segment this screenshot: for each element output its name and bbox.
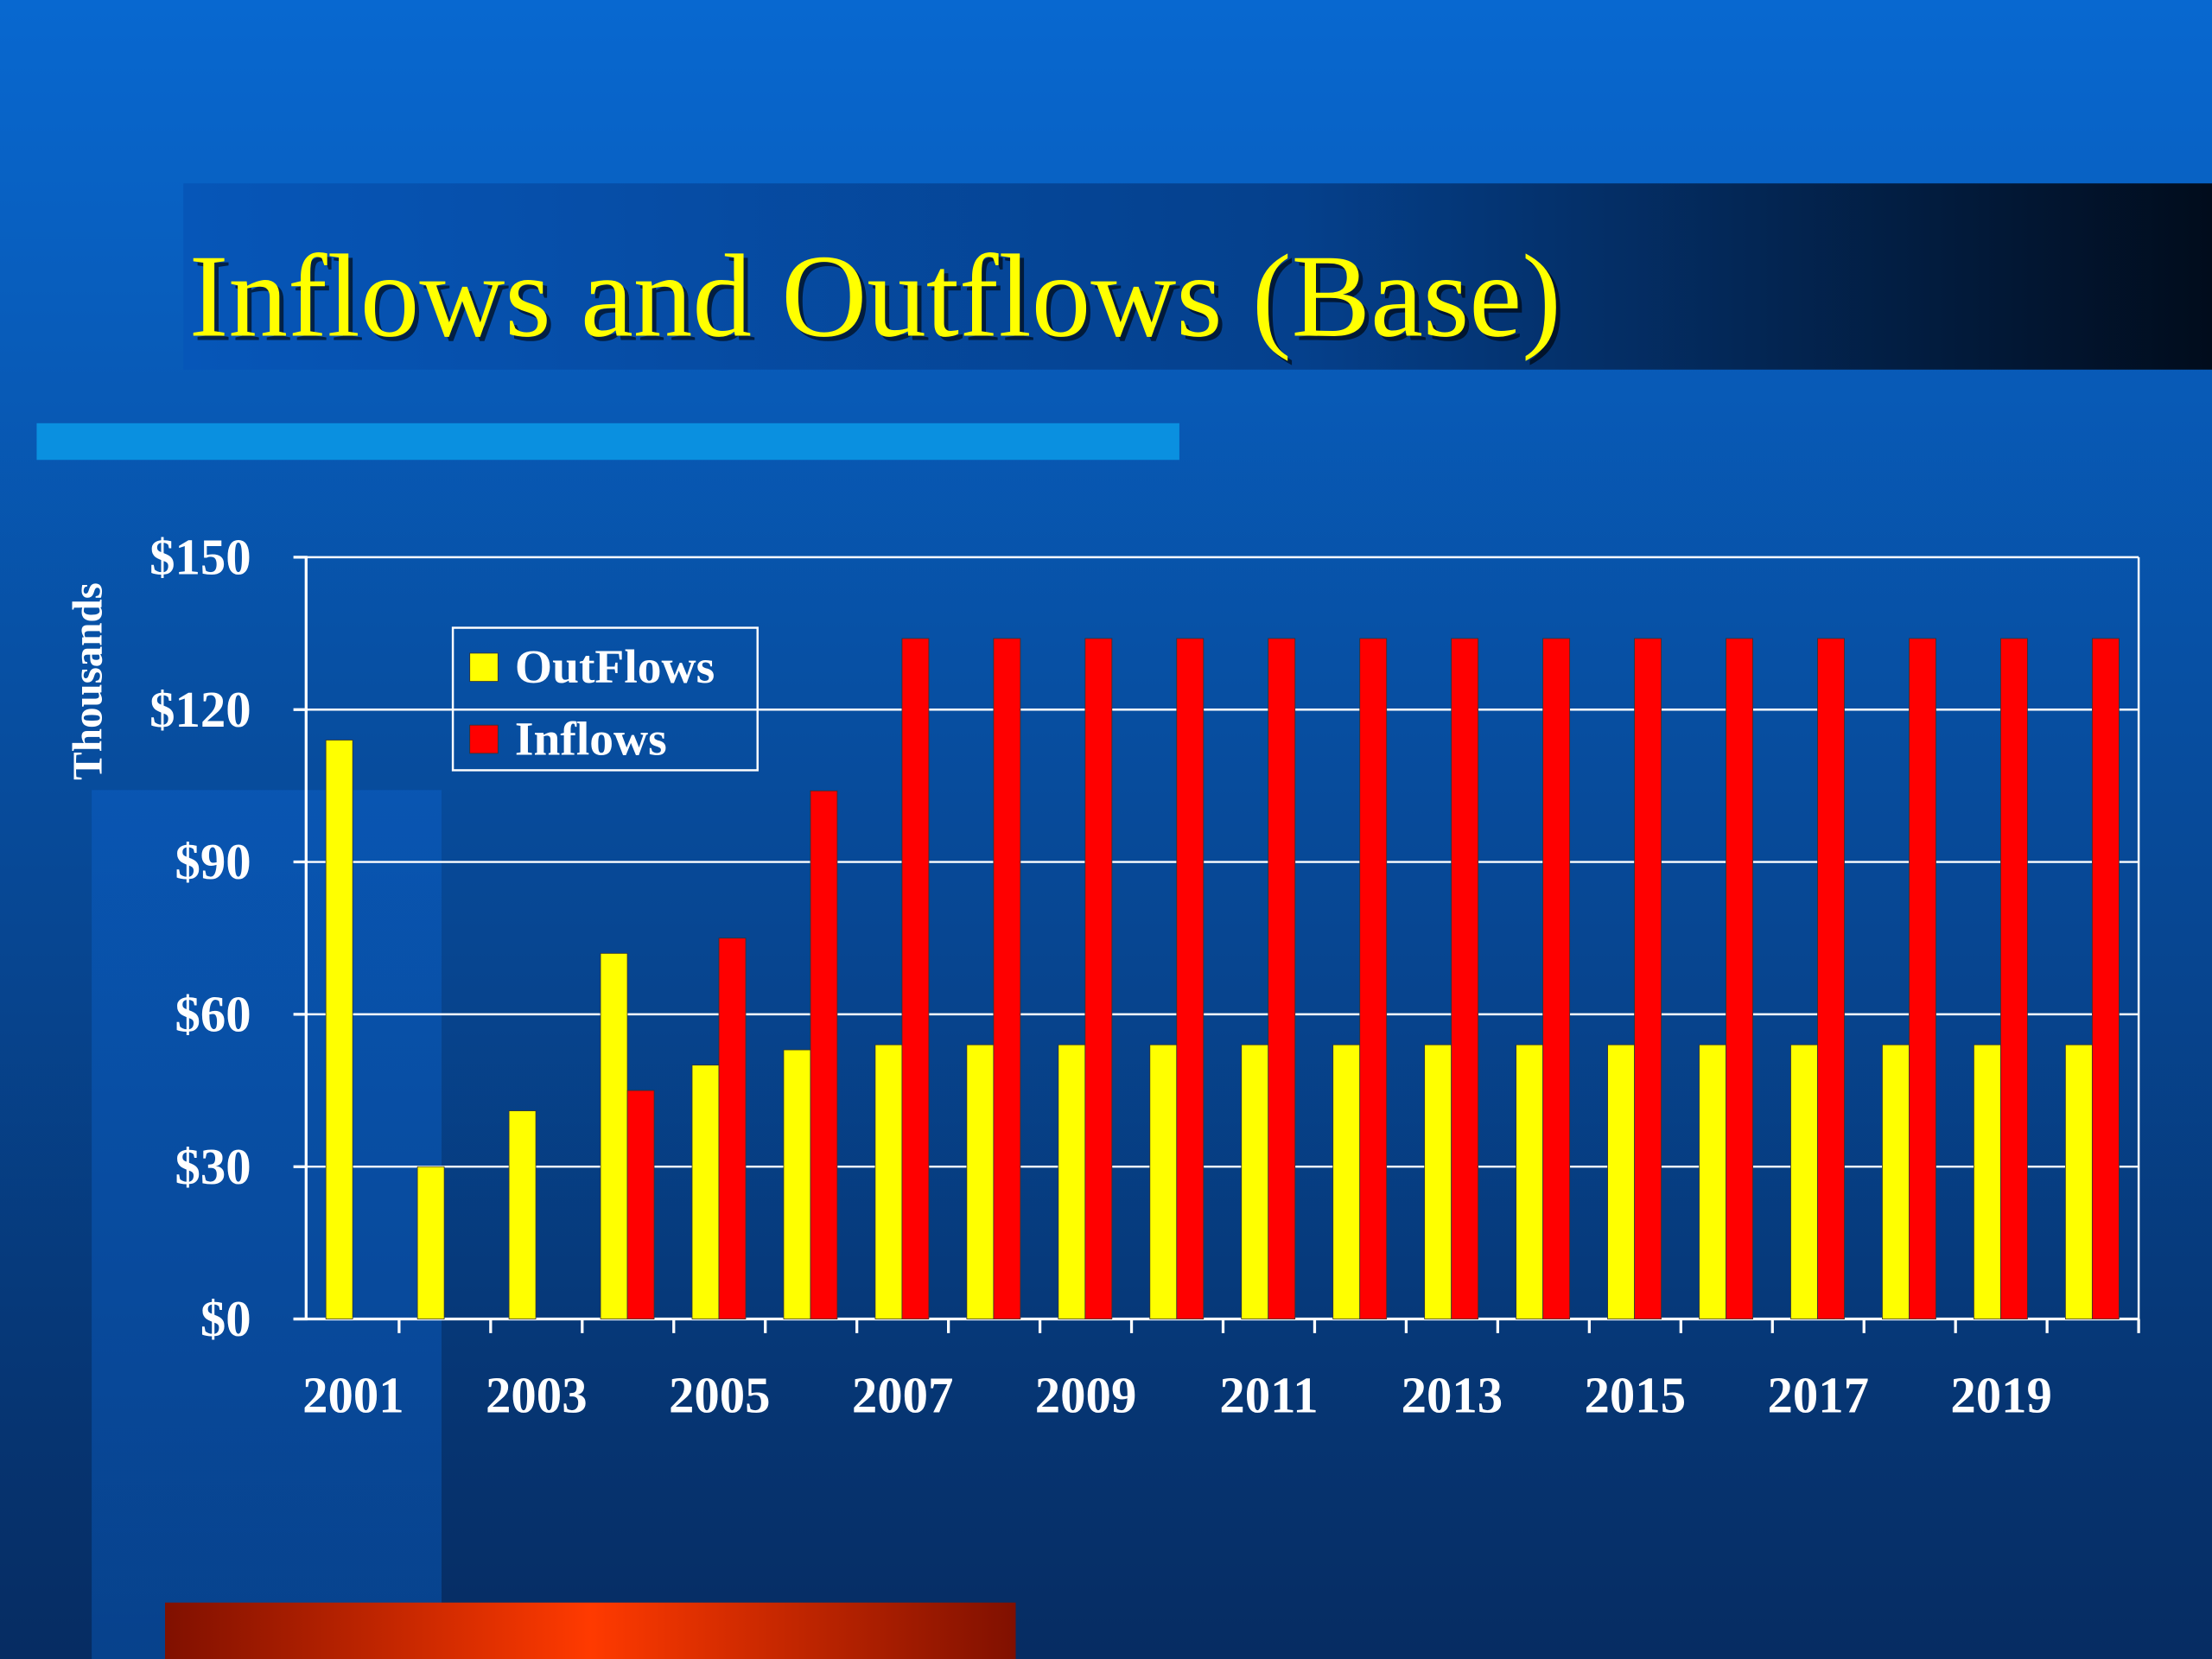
bar: [1516, 1044, 1544, 1319]
x-tick-label: 2013: [1402, 1367, 1503, 1423]
bar: [718, 938, 747, 1319]
y-tick-label: $90: [175, 834, 251, 890]
bar: [508, 1110, 537, 1319]
chart-title: Inflows and Outflows (Base): [189, 231, 1561, 362]
bar: [1973, 1044, 2001, 1319]
bar: [1058, 1044, 1086, 1319]
bar: [2064, 1044, 2093, 1319]
bar: [1882, 1044, 1910, 1319]
bar: [1332, 1044, 1361, 1319]
bar: [1176, 638, 1205, 1319]
bar: [1424, 1044, 1452, 1319]
bar: [810, 790, 838, 1319]
bar: [600, 952, 628, 1319]
legend-swatch: [469, 724, 499, 754]
bar: [1790, 1044, 1818, 1319]
bar: [1241, 1044, 1269, 1319]
x-tick-label: 2007: [852, 1367, 954, 1423]
bar: [1359, 638, 1388, 1319]
bar: [691, 1065, 720, 1319]
bar: [1699, 1044, 1726, 1319]
bar: [783, 1049, 811, 1319]
bar: [1084, 638, 1113, 1319]
legend-label: OutFlows: [515, 641, 715, 694]
bar: [1451, 638, 1479, 1319]
bar: [1909, 638, 1936, 1319]
bar: [1817, 638, 1845, 1319]
y-tick-label: $60: [175, 986, 251, 1042]
bar: [626, 1090, 655, 1319]
bar: [901, 638, 930, 1319]
bar: [993, 638, 1021, 1319]
x-tick-label: 2001: [302, 1367, 404, 1423]
accent-bar: [36, 423, 1179, 461]
x-tick-label: 2009: [1035, 1367, 1137, 1423]
x-tick-label: 2019: [1950, 1367, 2052, 1423]
legend-swatch: [469, 652, 499, 682]
chart-title-shadow: Inflows and Outflows (Base): [194, 234, 1566, 365]
y-tick-label: $0: [200, 1291, 251, 1347]
bar: [2000, 638, 2028, 1319]
bar: [2091, 638, 2120, 1319]
y-axis-label: Thousands: [64, 582, 111, 780]
bar: [1634, 638, 1662, 1319]
bar: [1542, 638, 1571, 1319]
x-tick-label: 2015: [1585, 1367, 1687, 1423]
title-band: [183, 183, 2212, 370]
legend-box: [451, 626, 759, 772]
side-panel: [92, 790, 442, 1659]
bar: [325, 740, 353, 1319]
legend-label: Inflows: [515, 713, 667, 766]
bar: [874, 1044, 903, 1319]
y-tick-label: $30: [175, 1139, 251, 1195]
bar: [1607, 1044, 1635, 1319]
plot: $0 $30 $60 $90 $120 $150 2001 2003 2005 2007 2009 2…: [149, 529, 2140, 1423]
x-tick-label: 2017: [1767, 1367, 1869, 1423]
y-tick-label: $150: [149, 529, 251, 585]
bar: [1268, 638, 1296, 1319]
y-tick-label: $120: [149, 682, 251, 738]
bar: [416, 1166, 445, 1319]
x-tick-label: 2011: [1219, 1367, 1318, 1423]
x-tick-label: 2005: [669, 1367, 771, 1423]
x-tick-label: 2003: [486, 1367, 588, 1423]
bar: [1726, 638, 1753, 1319]
footer-bar: [165, 1602, 1016, 1659]
bar: [1149, 1044, 1178, 1319]
bar: [966, 1044, 995, 1319]
